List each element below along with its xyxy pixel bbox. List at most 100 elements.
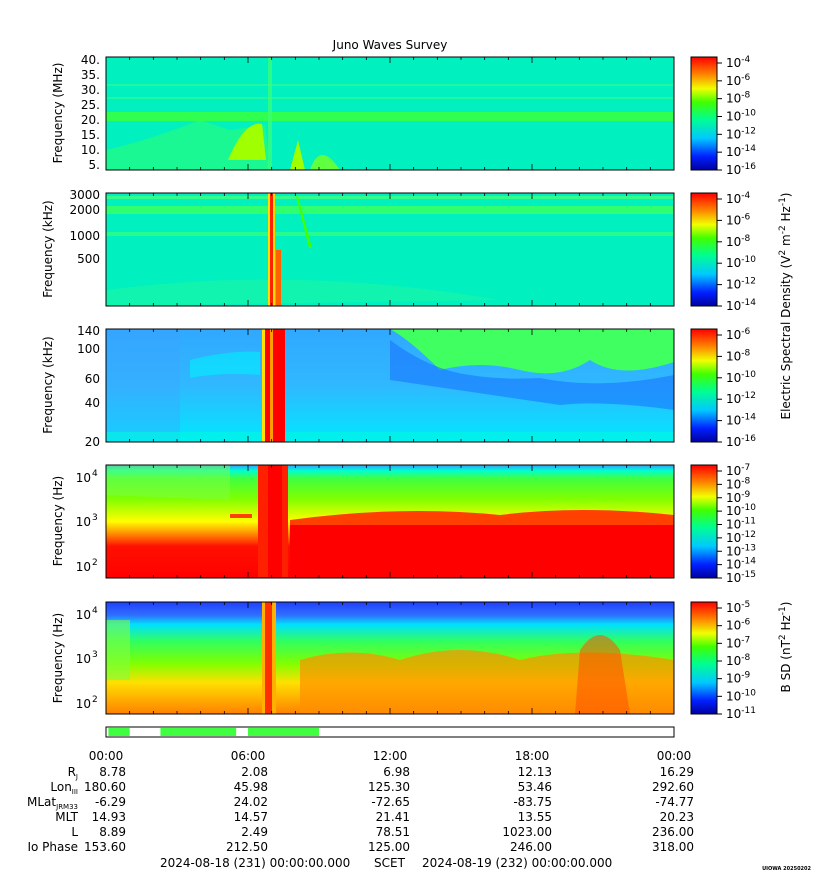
footer-scet-label: SCET xyxy=(374,856,405,870)
ephemeris-value: 2.49 xyxy=(241,825,268,839)
colorbar-tick-label: 10-7 xyxy=(726,463,750,478)
colorbar-1 xyxy=(690,56,718,171)
p4-ytick-exp: 3 xyxy=(92,513,98,523)
colorbar-tick-label: 10-14 xyxy=(726,144,756,159)
colorbar-2 xyxy=(690,192,718,307)
panel-5: 10 4 10 3 10 2 Frequency (Hz) xyxy=(51,601,675,715)
panel-3-yticks: 140 100 60 40 20 xyxy=(77,324,100,449)
ephemeris-label-subscript: J xyxy=(75,773,78,781)
p3-ytick: 40 xyxy=(85,396,100,410)
ephemeris-value: 78.51 xyxy=(375,825,410,839)
p5-ytick-exp: 4 xyxy=(92,606,98,616)
ephemeris-value: 14.57 xyxy=(233,810,268,824)
colorbar-tick-label: 10-12 xyxy=(726,391,756,406)
credit-stamp: UIOWA 20250202 xyxy=(762,866,811,872)
panel-1-yticks: 40. 35. 30. 25. 20. 15. 10. 5. xyxy=(81,53,100,172)
colorbar-tick-label: 10-10 xyxy=(726,370,756,385)
colorbar-tick-label: 10-6 xyxy=(726,618,751,633)
colorbar-4 xyxy=(690,464,718,579)
ephemeris-label: L xyxy=(71,825,78,839)
colorbar-tick-label: 10-9 xyxy=(726,671,751,686)
p4-ytick-exp: 2 xyxy=(92,558,98,568)
p4-ytick: 10 xyxy=(76,471,91,485)
panel-1: 40. 35. 30. 25. 20. 15. 10. 5. Frequency… xyxy=(51,53,675,172)
ephemeris-value: 292.60 xyxy=(652,780,694,794)
p4-ytick: 10 xyxy=(76,515,91,529)
p4-ytick-exp: 4 xyxy=(92,469,98,479)
ephemeris-value: 16.29 xyxy=(659,765,694,779)
colorbar-tick-label: 10-8 xyxy=(726,91,751,106)
colorbar-tick-label: 10-4 xyxy=(726,191,751,206)
ephemeris-value: 20.23 xyxy=(659,810,694,824)
panel-2-ylabel: Frequency (kHz) xyxy=(41,200,55,297)
colorbar-tick-label: 10-6 xyxy=(726,73,751,88)
ephemeris-label-subscript: JRM33 xyxy=(56,803,78,811)
ephemeris-value: 212.50 xyxy=(226,840,268,854)
ephemeris-value: 236.00 xyxy=(652,825,694,839)
colorbar-5 xyxy=(690,601,718,715)
p1-ytick: 10. xyxy=(81,143,100,157)
p3-ytick: 60 xyxy=(85,372,100,386)
panel-3-ylabel: Frequency (kHz) xyxy=(41,336,55,433)
panel-4: 10 4 10 3 10 2 Frequency (Hz) xyxy=(51,464,675,579)
colorbar-tick-label: 10-8 xyxy=(726,476,751,491)
x-tick-label: 06:00 xyxy=(231,749,266,763)
colorbar-tick-label: 10-8 xyxy=(726,348,751,363)
colorbar-tick-label: 10-14 xyxy=(726,413,756,428)
x-axis-ticks xyxy=(105,57,675,714)
mode-bar-segment xyxy=(108,728,130,736)
p5-ytick: 10 xyxy=(76,608,91,622)
colorbar-tick-label: 10-10 xyxy=(726,255,756,270)
p1-ytick: 40. xyxy=(81,53,100,67)
ephemeris-value: 125.30 xyxy=(368,780,410,794)
ephemeris-label: MLatJRM33 xyxy=(27,795,78,811)
p3-ytick: 140 xyxy=(77,324,100,338)
ephemeris-value: -72.65 xyxy=(371,795,410,809)
ephemeris-value: 1023.00 xyxy=(502,825,552,839)
colorbar-tick-label: 10-10 xyxy=(726,109,756,124)
p1-ytick: 20. xyxy=(81,113,100,127)
colorbar-tick-label: 10-12 xyxy=(726,277,756,292)
ephemeris-value: 2.08 xyxy=(241,765,268,779)
colorbar-tick-label: 10-14 xyxy=(726,298,756,313)
p4-ytick: 10 xyxy=(76,560,91,574)
ephemeris-label: Io Phase xyxy=(27,840,78,854)
ephemeris-label: LonIII xyxy=(50,780,78,796)
colorbar-tick-label: 10-6 xyxy=(726,327,751,342)
ephemeris-value: 24.02 xyxy=(233,795,268,809)
mode-bar-segment xyxy=(248,728,319,736)
p1-ytick: 5. xyxy=(89,158,100,172)
ephemeris-value: 13.55 xyxy=(517,810,552,824)
footer-start-time: 2024-08-18 (231) 00:00:00.000 xyxy=(160,856,351,870)
p3-ytick: 20 xyxy=(85,435,100,449)
colorbar-tick-label: 10-10 xyxy=(726,503,756,518)
ephemeris-value: 246.00 xyxy=(510,840,552,854)
ephemeris-value: -74.77 xyxy=(655,795,694,809)
colorbar-tick-label: 10-16 xyxy=(726,434,756,449)
panel-2: 3000 2000 1000 500 Frequency (kHz) xyxy=(41,188,675,307)
panel-5-ylabel: Frequency (Hz) xyxy=(51,613,65,704)
p1-ytick: 30. xyxy=(81,83,100,97)
colorbar-title-electric: Electric Spectral Density (V2 m-2 Hz-1) xyxy=(778,192,793,419)
mode-bar xyxy=(105,726,675,738)
p5-ytick-exp: 3 xyxy=(92,650,98,660)
colorbar-tick-label: 10-12 xyxy=(726,126,756,141)
ephemeris-value: 45.98 xyxy=(233,780,268,794)
colorbar-tick-label: 10-8 xyxy=(726,653,751,668)
x-tick-label: 00:00 xyxy=(657,749,692,763)
p1-ytick: 25. xyxy=(81,98,100,112)
p2-ytick: 2000 xyxy=(69,203,100,217)
panel-5-yticks: 10 4 10 3 10 2 xyxy=(76,606,98,711)
footer-end-time: 2024-08-19 (232) 00:00:00.000 xyxy=(422,856,613,870)
p5-ytick: 10 xyxy=(76,652,91,666)
p2-ytick: 1000 xyxy=(69,229,100,243)
colorbar-labels: 10-4 10-6 10-8 10-10 10-12 10-14 10-16 10-4 10-6… xyxy=(717,55,756,721)
ephemeris-value: -6.29 xyxy=(94,795,126,809)
x-tick-label: 00:00 xyxy=(89,749,124,763)
p1-ytick: 15. xyxy=(81,128,100,142)
panel-4-yticks: 10 4 10 3 10 2 xyxy=(76,469,98,574)
colorbar-tick-label: 10-10 xyxy=(726,688,756,703)
p1-ytick: 35. xyxy=(81,68,100,82)
ephemeris-value: 8.89 xyxy=(99,825,126,839)
